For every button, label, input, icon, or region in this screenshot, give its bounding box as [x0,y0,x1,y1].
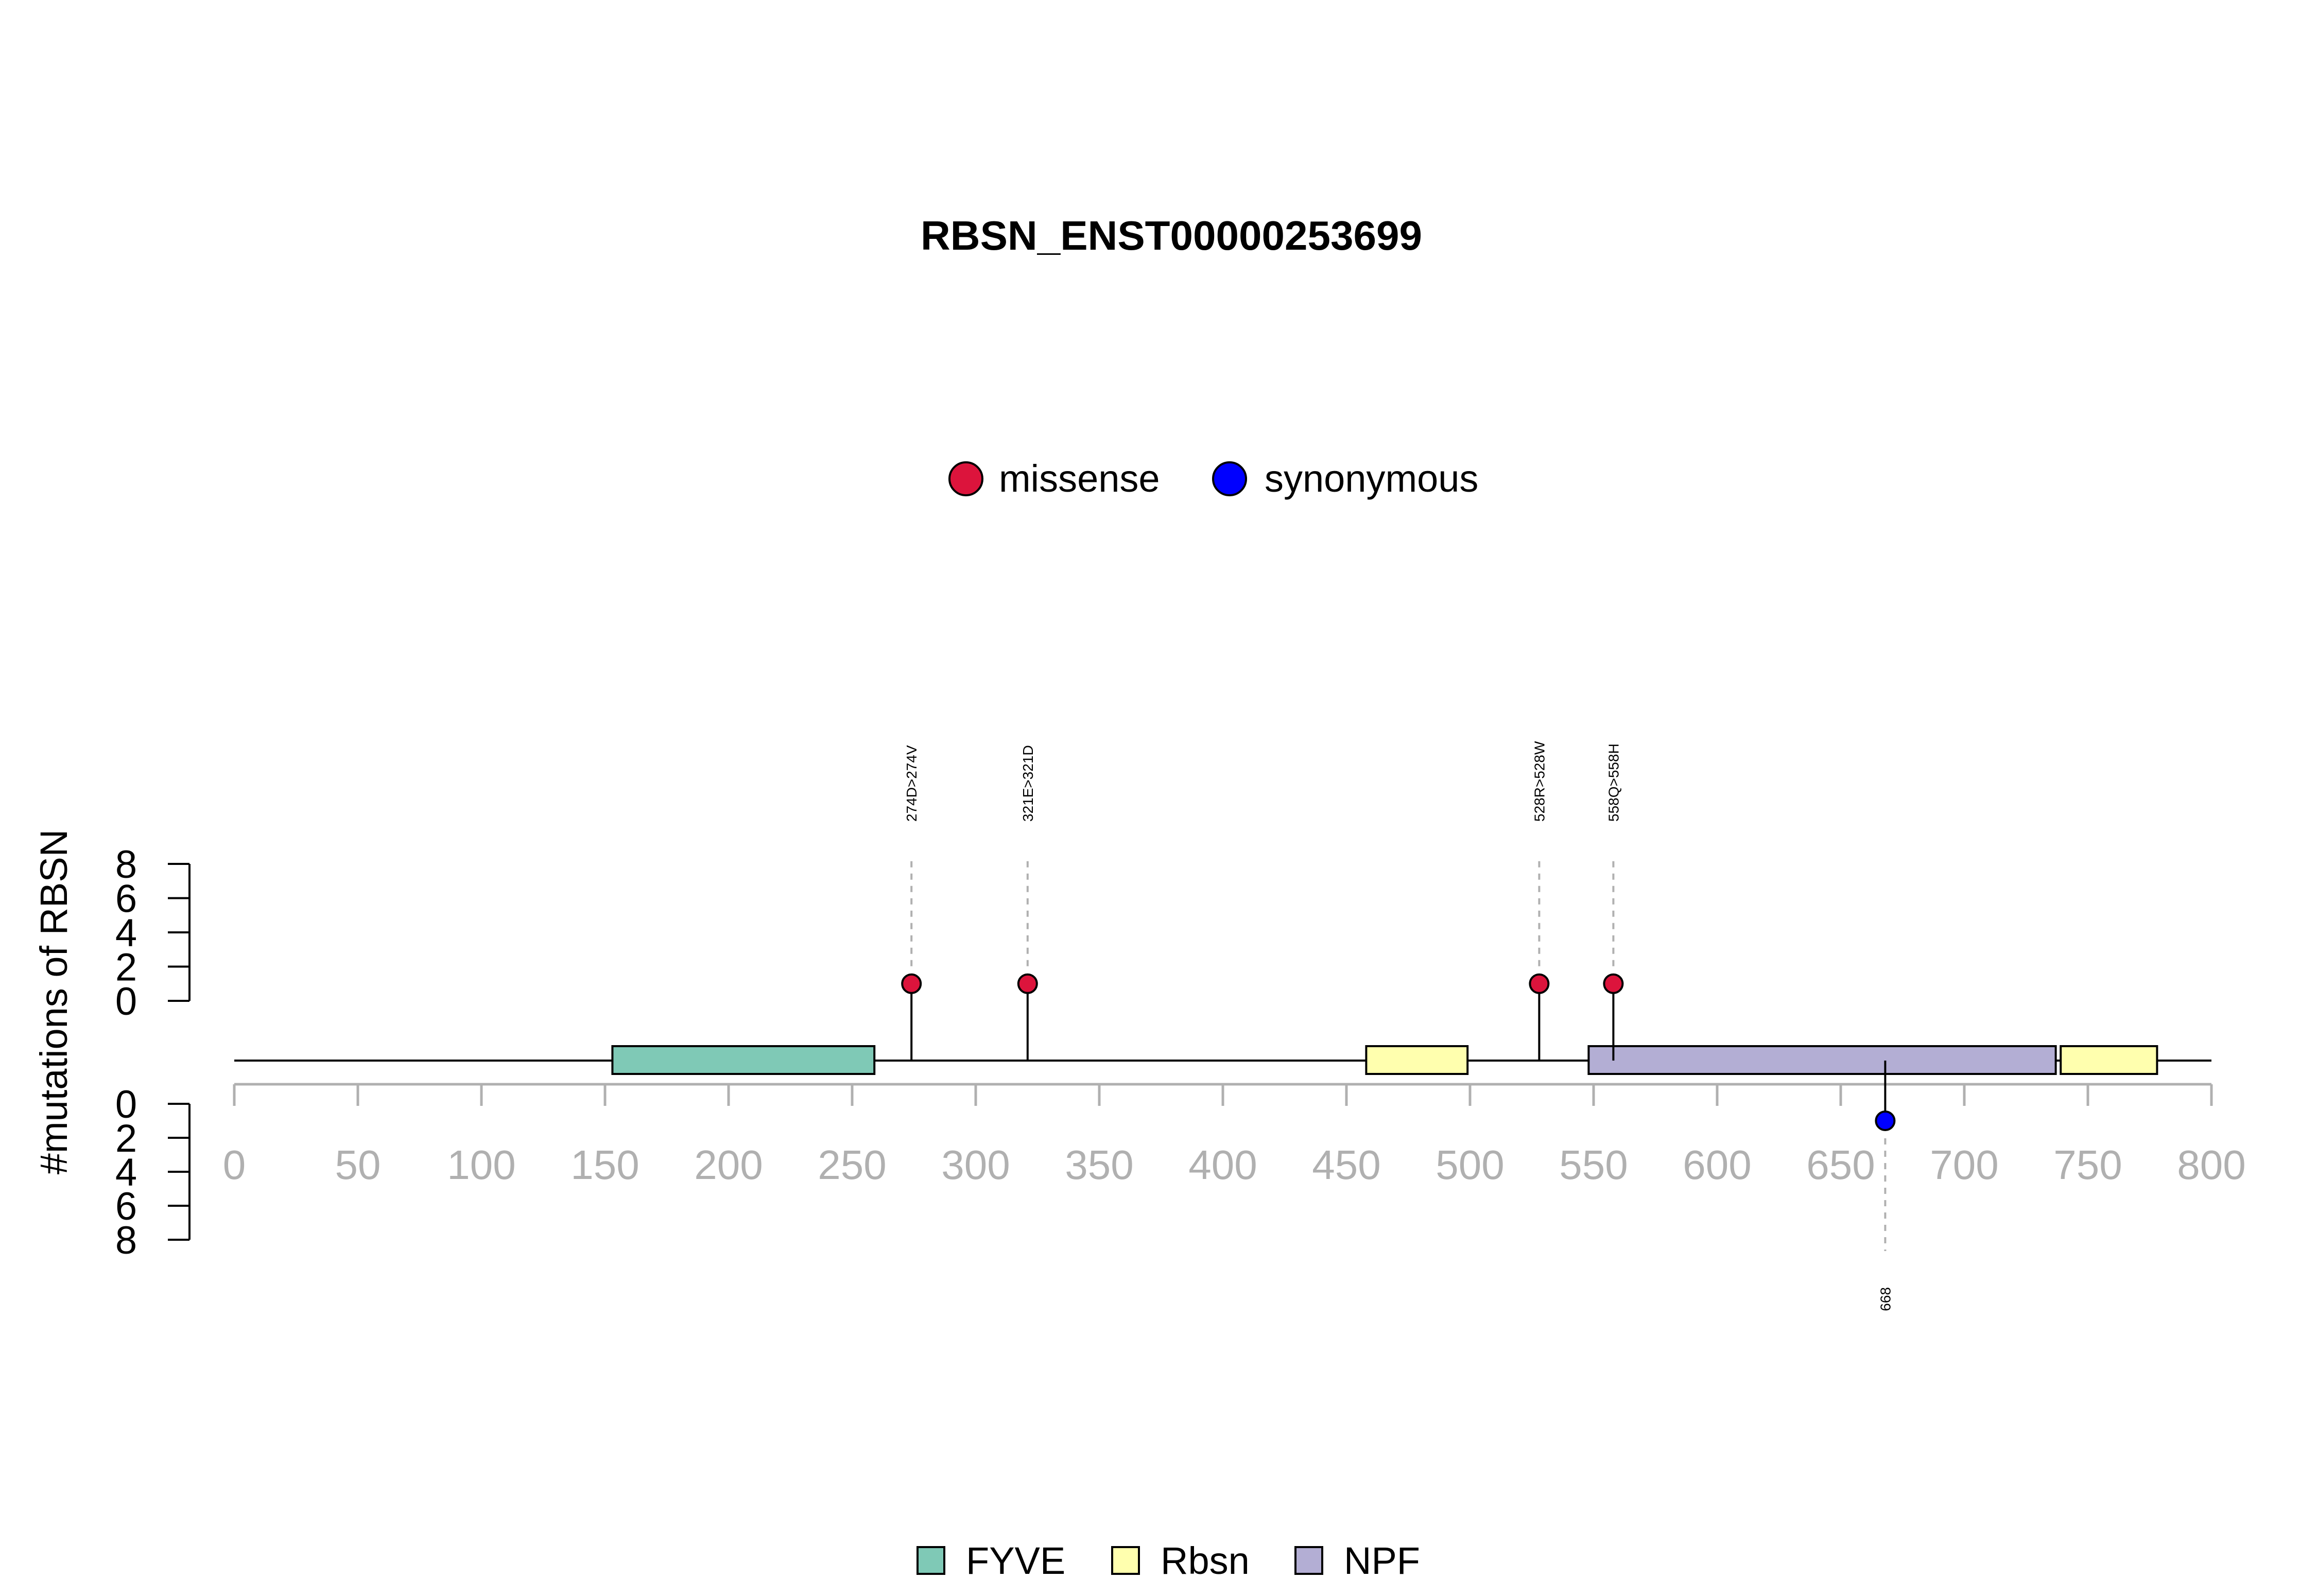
mutation-label: 321E>321D [1020,745,1036,822]
lower-y-tick-label: 2 [115,1117,137,1160]
legend-label-missense: missense [999,457,1160,500]
legend-swatch-rbsn [1111,1546,1140,1575]
x-tick-label: 300 [941,1142,1010,1188]
x-tick-label: 500 [1436,1142,1504,1188]
domain-npf [1587,1045,2057,1075]
upper-y-tick-label: 8 [115,843,137,887]
lower-y-tick-label: 4 [115,1151,137,1194]
domain-rbsn [2060,1045,2158,1075]
upper-y-tick-label: 0 [115,980,137,1023]
mutation-558: 558Q>558H [1603,743,1624,1061]
upper-y-tick-label: 2 [115,946,137,990]
upper-y-tick-label: 6 [115,877,137,921]
legend-label-synonymous: synonymous [1265,457,1478,500]
domain-fyve [611,1045,876,1075]
mutation-point [1017,973,1038,994]
x-tick-label: 250 [818,1142,886,1188]
upper-y-tick-label: 4 [115,911,137,955]
legend-swatch-synonymous [1212,461,1247,496]
x-tick-label: 50 [335,1142,381,1188]
mutation-label: 668 [1877,1287,1893,1311]
legend-swatch-missense [948,461,983,496]
x-tick-label: 200 [694,1142,763,1188]
mutation-321: 321E>321D [1017,745,1038,1061]
domain-rbsn [1365,1045,1469,1075]
legend-label-fyve: FYVE [966,1539,1065,1582]
mutation-lollipops: 274D>274V 321E>321D 528R>528W 558Q>558H 668 [901,741,1896,1311]
mutation-label: 274D>274V [904,745,920,822]
x-tick-label: 450 [1312,1142,1380,1188]
y-axis-label: #mutations of RBSN [32,829,75,1174]
mutation-528: 528R>528W [1529,741,1550,1061]
x-tick-label: 150 [570,1142,639,1188]
chart-title: RBSN_ENST00000253699 [921,213,1422,258]
x-tick-label: 700 [1930,1142,1998,1188]
x-tick-label: 0 [223,1142,246,1188]
legend-label-npf: NPF [1344,1539,1420,1582]
mutation-668: 668 [1875,1061,1896,1311]
mutation-legend: missense synonymous [948,457,1478,500]
x-tick-label: 400 [1188,1142,1257,1188]
protein-domains [611,1045,2158,1075]
x-tick-label: 550 [1559,1142,1628,1188]
x-axis: 0 50 100 150 200 250 300 350 400 450 500 550 600 650 7… [223,1083,2246,1188]
lower-y-tick-label: 6 [115,1185,137,1228]
mutation-point [1529,973,1550,994]
mutation-point [1603,973,1624,994]
legend-label-rbsn: Rbsn [1161,1539,1250,1582]
legend-swatch-npf [1294,1546,1323,1575]
mutation-point [1875,1111,1896,1131]
x-tick-label: 350 [1065,1142,1133,1188]
x-tick-label: 800 [2177,1142,2245,1188]
mutation-label: 528R>528W [1531,741,1547,822]
domain-legend: FYVE Rbsn NPF [917,1539,1420,1582]
x-tick-label: 100 [447,1142,515,1188]
x-tick-label: 600 [1683,1142,1751,1188]
mutation-point [901,973,922,994]
lower-y-tick-label: 8 [115,1219,137,1262]
lower-y-tick-label: 0 [115,1083,137,1126]
mutation-label: 558Q>558H [1605,743,1621,822]
x-tick-label: 750 [2053,1142,2122,1188]
x-tick-label: 650 [1806,1142,1875,1188]
legend-swatch-fyve [917,1546,945,1575]
mutation-274: 274D>274V [901,745,922,1061]
